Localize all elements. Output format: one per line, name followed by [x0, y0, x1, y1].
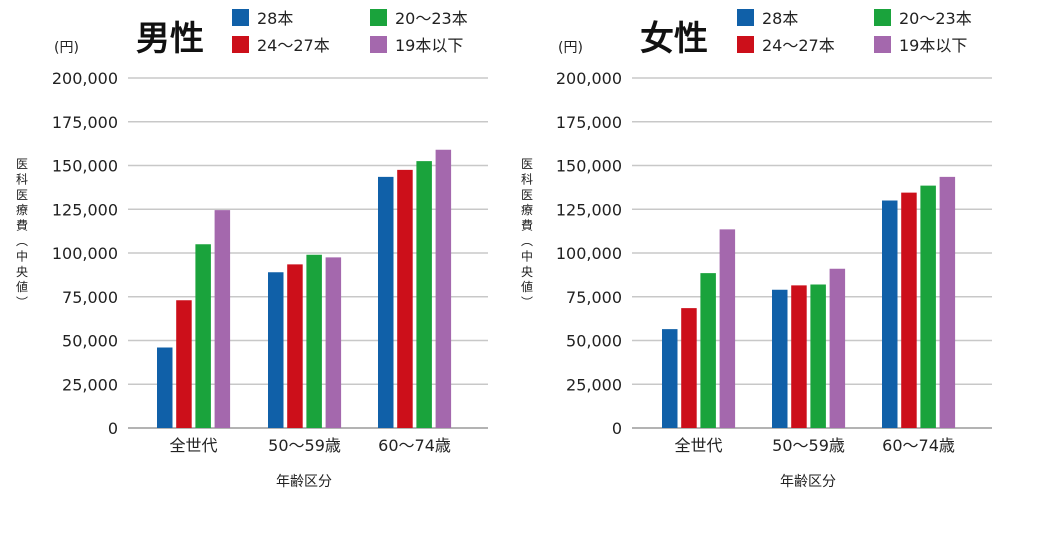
y-axis-title-char: 央 — [521, 265, 533, 279]
y-tick-label: 25,000 — [566, 375, 622, 394]
y-tick-label: 50,000 — [62, 332, 118, 351]
bar — [378, 176, 394, 428]
bar — [287, 264, 303, 428]
y-axis-title-char: 療 — [521, 203, 533, 217]
y-tick-label: 200,000 — [556, 69, 622, 88]
y-tick-label: 175,000 — [556, 113, 622, 132]
bar — [325, 257, 342, 428]
y-tick-label: 125,000 — [556, 200, 622, 219]
y-axis-title-char: 値 — [16, 279, 28, 294]
y-axis-title-char: 中 — [521, 248, 533, 263]
x-tick-label: 60～74歳 — [882, 436, 955, 455]
unit-label: (円) — [558, 40, 583, 56]
legend-swatch — [874, 9, 891, 26]
chart-title: 女性 — [640, 19, 708, 59]
legend-swatch — [874, 36, 891, 53]
bar — [157, 347, 173, 428]
y-tick-label: 150,000 — [52, 157, 118, 176]
bar — [829, 268, 846, 428]
bar — [176, 300, 192, 428]
x-tick-label: 50～59歳 — [772, 436, 845, 455]
y-axis-title-char: 央 — [16, 265, 28, 279]
bar — [810, 284, 826, 428]
bar — [435, 149, 452, 428]
y-tick-label: 25,000 — [62, 375, 118, 394]
y-tick-label: 0 — [108, 419, 118, 438]
bar — [700, 273, 716, 428]
y-axis-title-char: ︵ — [16, 234, 28, 248]
bar — [397, 169, 413, 428]
y-tick-label: 100,000 — [52, 244, 118, 263]
y-axis-title-char: 療 — [16, 203, 28, 217]
legend-label: 24～27本 — [762, 36, 835, 55]
bar — [901, 192, 917, 428]
legend-label: 20～23本 — [395, 9, 468, 28]
y-tick-label: 125,000 — [52, 200, 118, 219]
legend-swatch — [737, 9, 754, 26]
legend-swatch — [232, 36, 249, 53]
y-axis-title-char: 科 — [16, 172, 28, 186]
bar — [791, 285, 807, 428]
bar — [920, 185, 936, 428]
legend-swatch — [370, 9, 387, 26]
y-axis-title-char: 医 — [521, 188, 533, 202]
legend-label: 20～23本 — [899, 9, 972, 28]
bar — [195, 244, 211, 428]
y-axis-title-char: 費 — [521, 218, 533, 233]
y-tick-label: 100,000 — [556, 244, 622, 263]
bar — [719, 229, 736, 428]
y-tick-label: 200,000 — [52, 69, 118, 88]
bar — [772, 289, 788, 428]
legend-label: 19本以下 — [899, 36, 967, 55]
bar — [939, 176, 956, 428]
y-axis-title-char: 値 — [521, 279, 533, 294]
y-axis-title-char: 費 — [16, 218, 28, 233]
y-axis-title-char: 科 — [521, 172, 533, 186]
x-axis-title: 年齢区分 — [276, 474, 332, 490]
y-tick-label: 50,000 — [566, 332, 622, 351]
unit-label: (円) — [54, 40, 79, 56]
x-tick-label: 全世代 — [675, 436, 723, 455]
bar — [306, 254, 322, 428]
legend-swatch — [737, 36, 754, 53]
chart-panel-female: 0 25,000 50,000 75,000 100,000 125,000 150,000… — [521, 9, 992, 490]
y-axis-title-char: ︶ — [16, 296, 28, 310]
y-axis-title-char: 医 — [16, 188, 28, 202]
y-tick-label: 75,000 — [566, 288, 622, 307]
bar — [882, 200, 898, 428]
y-tick-label: 0 — [612, 419, 622, 438]
legend-label: 28本 — [257, 9, 293, 28]
x-axis-title: 年齢区分 — [780, 474, 836, 490]
bar — [214, 210, 231, 428]
y-axis-title-char: 中 — [16, 248, 28, 263]
y-axis-title-char: ︵ — [521, 234, 533, 248]
chart-panel-male: 0 25,000 50,000 75,000 100,000 125,000 150,000… — [16, 9, 488, 490]
y-tick-label: 75,000 — [62, 288, 118, 307]
legend-swatch — [232, 9, 249, 26]
legend-swatch — [370, 36, 387, 53]
x-tick-label: 60～74歳 — [378, 436, 451, 455]
x-tick-label: 全世代 — [170, 436, 218, 455]
y-axis-title-char: 医 — [521, 157, 533, 171]
y-axis-title: 医科医療費︵中央値︶ — [16, 157, 28, 310]
legend-label: 28本 — [762, 9, 798, 28]
bar — [416, 161, 432, 428]
legend-label: 24～27本 — [257, 36, 330, 55]
legend-label: 19本以下 — [395, 36, 463, 55]
chart-title: 男性 — [136, 19, 204, 59]
bar — [681, 308, 697, 428]
y-axis-title-char: ︶ — [521, 296, 533, 310]
y-tick-label: 175,000 — [52, 113, 118, 132]
bar — [662, 329, 678, 428]
y-tick-label: 150,000 — [556, 157, 622, 176]
y-axis-title-char: 医 — [16, 157, 28, 171]
y-axis-title: 医科医療費︵中央値︶ — [521, 157, 533, 310]
bar — [268, 272, 284, 428]
x-tick-label: 50～59歳 — [268, 436, 341, 455]
